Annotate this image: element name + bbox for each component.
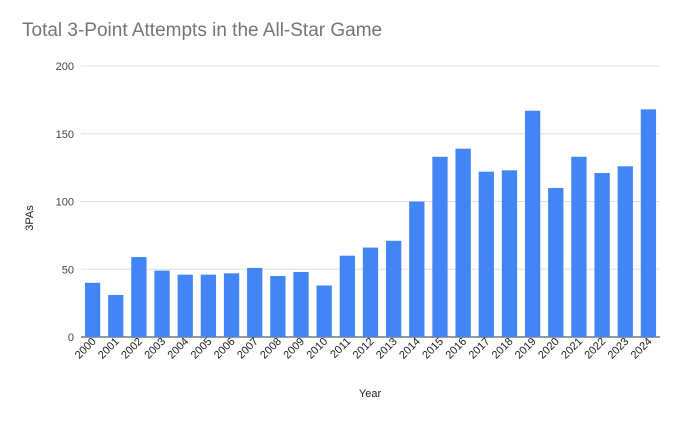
bar-2022	[594, 173, 610, 337]
bar-2017	[478, 171, 494, 337]
y-tick-label: 0	[68, 332, 74, 344]
bar-2003	[154, 270, 170, 337]
bar-2013	[386, 240, 402, 337]
bar-2014	[409, 201, 425, 337]
bar-2024	[640, 109, 657, 337]
x-tick-label: 2016	[443, 336, 469, 362]
bar-2019	[524, 110, 541, 337]
x-tick-label: 2009	[281, 336, 307, 362]
y-tick-label: 50	[62, 264, 74, 276]
bar-2001	[108, 294, 124, 337]
bar-2023	[617, 166, 633, 337]
x-tick-label: 2012	[351, 336, 377, 362]
bar-2000	[84, 282, 101, 337]
x-tick-label: 2021	[559, 336, 585, 362]
y-tick-label: 100	[56, 197, 74, 209]
bar-2018	[501, 170, 518, 337]
bar-2004	[177, 274, 193, 337]
bar-2002	[131, 257, 147, 337]
bar-2021	[571, 156, 587, 337]
x-tick-label: 2003	[142, 336, 168, 362]
x-tick-label: 2017	[467, 336, 493, 362]
x-tick-label: 2023	[606, 336, 632, 362]
x-tick-label: 2006	[212, 336, 238, 362]
x-tick-label: 2008	[258, 336, 284, 362]
y-axis-ticks: 0 50 100 150 200	[56, 61, 74, 344]
bar-2007	[247, 267, 263, 337]
bar-2016	[455, 148, 471, 337]
bar-2006	[223, 273, 240, 337]
bar-2009	[293, 271, 309, 337]
bars	[84, 109, 657, 337]
bar-2008	[270, 276, 286, 337]
x-tick-label: 2024	[629, 336, 655, 362]
bar-2012	[362, 247, 379, 337]
x-tick-label: 2002	[119, 336, 145, 362]
x-tick-label: 2013	[374, 336, 400, 362]
bar-2011	[339, 255, 355, 337]
x-tick-label: 2010	[305, 336, 331, 362]
x-axis-title: Year	[359, 388, 382, 400]
x-tick-label: 2000	[73, 336, 99, 362]
x-tick-label: 2005	[189, 336, 215, 362]
x-tick-label: 2022	[582, 336, 608, 362]
x-tick-label: 2015	[420, 336, 446, 362]
bar-2020	[548, 187, 564, 337]
x-tick-label: 2019	[513, 336, 539, 362]
x-tick-label: 2014	[397, 336, 423, 362]
x-tick-label: 2001	[96, 336, 122, 362]
x-axis-ticks: 2000200120022003200420052006200720082009…	[73, 336, 655, 362]
y-tick-label: 150	[56, 129, 74, 141]
bar-2010	[316, 285, 332, 337]
chart-title: Total 3-Point Attempts in the All-Star G…	[22, 20, 383, 41]
x-tick-label: 2007	[235, 336, 261, 362]
bar-2015	[432, 156, 448, 337]
bar-2005	[200, 274, 217, 337]
x-tick-label: 2011	[328, 336, 353, 361]
x-tick-label: 2020	[536, 336, 562, 362]
y-axis-title: 3PAs	[24, 205, 36, 231]
x-tick-label: 2018	[490, 336, 516, 362]
y-tick-label: 200	[56, 61, 74, 73]
x-tick-label: 2004	[166, 336, 192, 362]
